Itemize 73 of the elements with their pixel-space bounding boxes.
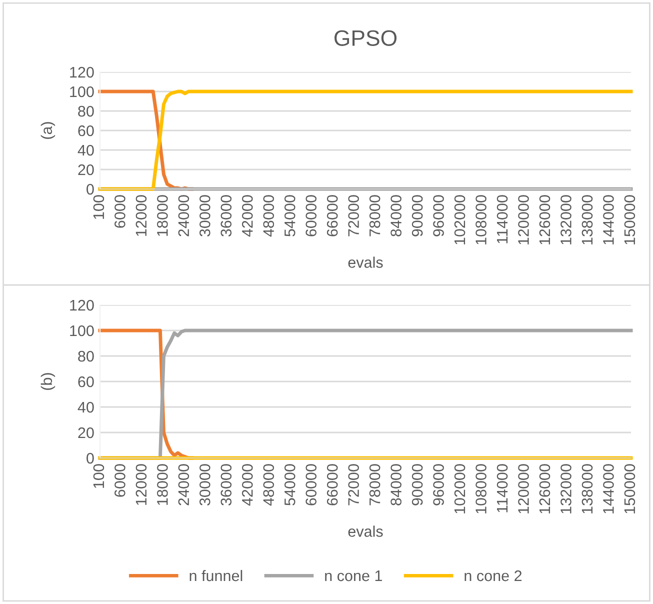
x-tick-label: 60000 bbox=[306, 195, 316, 236]
x-tick-label: 78000 bbox=[369, 464, 380, 506]
x-tick-label: 90000 bbox=[412, 464, 423, 506]
y-tick-label: 120 bbox=[70, 66, 94, 78]
x-tick-label: 24000 bbox=[178, 464, 190, 506]
x-tick-label: 96000 bbox=[433, 464, 444, 506]
x-tick-label: 150000 bbox=[624, 195, 636, 244]
x-tick-label: 72000 bbox=[348, 195, 359, 236]
x-tick-label: 120000 bbox=[518, 195, 529, 244]
x-tick-label: 12000 bbox=[136, 195, 147, 236]
x-tick-label: 54000 bbox=[284, 195, 296, 236]
x-tick-label: 90000 bbox=[412, 195, 423, 236]
x-tick-label: 30000 bbox=[199, 195, 210, 236]
x-tick-label: 132000 bbox=[560, 464, 572, 514]
legend-label: n cone 1 bbox=[325, 570, 382, 582]
x-tick-label: 18000 bbox=[157, 464, 168, 505]
legend-label: n funnel bbox=[190, 570, 242, 582]
x-tick-label: 114000 bbox=[496, 195, 508, 244]
y-axis-title: (b) bbox=[40, 373, 56, 390]
y-tick-label: 20 bbox=[78, 427, 94, 438]
x-tick-label: 36000 bbox=[220, 464, 232, 506]
legend-label: n cone 2 bbox=[464, 570, 522, 582]
line-series bbox=[98, 90, 633, 191]
x-tick-label: 126000 bbox=[539, 464, 550, 514]
y-tick-label: 80 bbox=[78, 106, 94, 117]
x-tick-label: 48000 bbox=[263, 464, 274, 506]
x-tick-label: 144000 bbox=[603, 195, 614, 244]
x-tick-label: 150000 bbox=[624, 464, 636, 514]
x-tick-label: 24000 bbox=[178, 195, 190, 236]
x-tick-label: 120000 bbox=[518, 464, 529, 514]
y-tick-label: 0 bbox=[86, 184, 94, 195]
x-tick-label: 18000 bbox=[157, 195, 168, 236]
y-axis-title: (a) bbox=[40, 122, 56, 139]
x-tick-label: 60000 bbox=[306, 464, 316, 506]
x-tick-label: 84000 bbox=[390, 464, 402, 506]
x-tick-label: 96000 bbox=[433, 195, 444, 236]
x-tick-label: 66000 bbox=[326, 195, 338, 236]
x-tick-label: 48000 bbox=[263, 195, 274, 237]
x-tick-label: 102000 bbox=[454, 464, 466, 514]
y-tick-label: 120 bbox=[70, 300, 94, 311]
x-tick-label: 6000 bbox=[114, 464, 126, 497]
x-tick-label: 114000 bbox=[496, 464, 508, 512]
x-tick-label: 108000 bbox=[476, 195, 486, 244]
y-tick-label: 60 bbox=[78, 376, 94, 388]
x-tick-label: 54000 bbox=[284, 464, 296, 506]
x-tick-label: 102000 bbox=[454, 195, 466, 244]
y-tick-label: 40 bbox=[78, 144, 94, 156]
x-axis-title: evals bbox=[348, 526, 383, 537]
y-tick-label: 20 bbox=[78, 164, 94, 176]
x-axis-title: evals bbox=[348, 256, 383, 268]
y-tick-label: 100 bbox=[70, 86, 94, 98]
x-tick-label: 138000 bbox=[582, 195, 593, 244]
x-tick-label: 12000 bbox=[136, 464, 147, 505]
x-tick-label: 42000 bbox=[242, 464, 253, 506]
x-tick-label: 144000 bbox=[603, 464, 614, 514]
y-tick-label: 60 bbox=[78, 125, 94, 136]
y-tick-label: 100 bbox=[70, 325, 94, 336]
y-tick-label: 0 bbox=[86, 452, 94, 464]
x-tick-label: 108000 bbox=[476, 464, 486, 514]
x-tick-label: 72000 bbox=[348, 464, 359, 506]
x-tick-label: 66000 bbox=[326, 464, 338, 506]
chart-title: GPSO bbox=[334, 30, 397, 46]
x-tick-label: 84000 bbox=[390, 195, 402, 236]
x-tick-label: 30000 bbox=[199, 464, 210, 506]
x-tick-label: 138000 bbox=[582, 464, 593, 514]
x-tick-label: 132000 bbox=[560, 195, 572, 244]
x-tick-label: 78000 bbox=[369, 195, 380, 236]
x-tick-label: 36000 bbox=[220, 195, 232, 236]
y-tick-label: 80 bbox=[78, 350, 94, 362]
x-tick-label: 42000 bbox=[242, 195, 253, 237]
x-tick-label: 6000 bbox=[114, 195, 126, 228]
x-tick-label: 126000 bbox=[539, 195, 550, 244]
y-tick-label: 40 bbox=[78, 402, 94, 413]
